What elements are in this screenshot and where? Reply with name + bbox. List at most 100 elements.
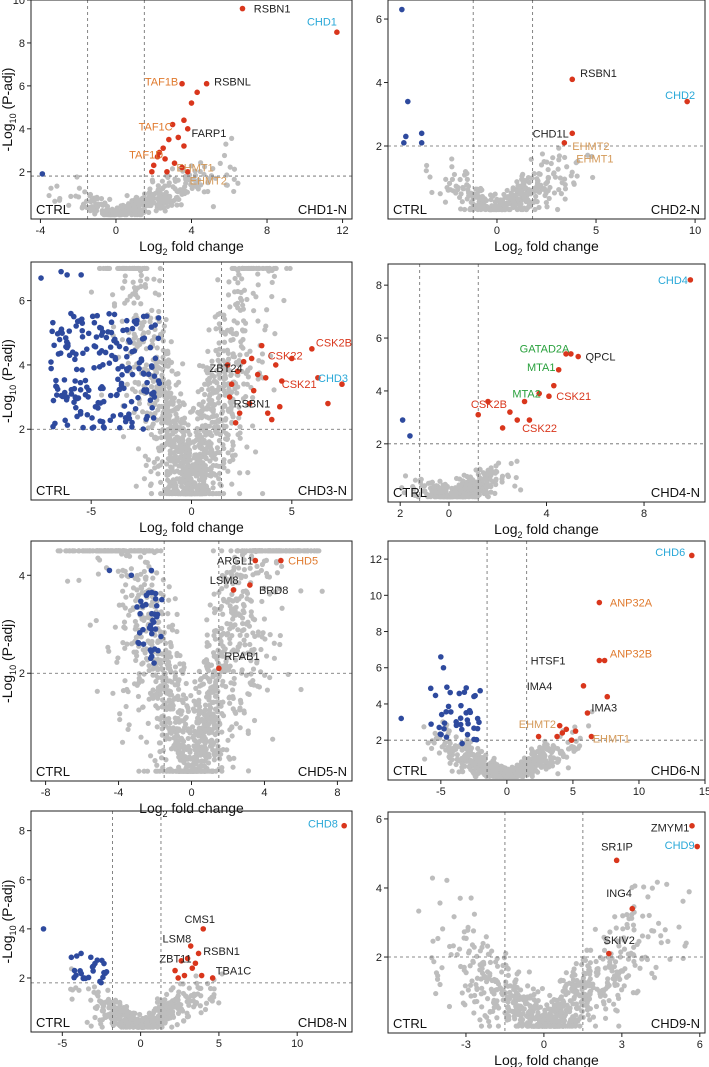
gray-point: [255, 629, 261, 635]
gray-point: [557, 175, 563, 181]
gray-point: [210, 548, 216, 554]
down-point: [148, 626, 155, 632]
gray-point: [150, 575, 156, 581]
gray-point: [172, 176, 178, 182]
up-point: [272, 362, 279, 368]
gray-point: [121, 204, 127, 211]
gray-point: [152, 465, 158, 471]
gray-point: [532, 206, 538, 213]
gray-point: [228, 548, 234, 554]
gray-point: [214, 699, 220, 705]
gray-point: [149, 642, 155, 648]
gray-point: [87, 622, 93, 628]
gray-point: [248, 609, 254, 615]
gray-point: [221, 348, 227, 354]
gray-point: [251, 717, 258, 724]
gray-point: [150, 378, 157, 385]
gray-point: [71, 548, 77, 554]
gray-point: [528, 746, 535, 752]
gray-point: [176, 403, 183, 409]
gray-point: [222, 403, 228, 409]
gray-point: [198, 1010, 204, 1016]
gray-point: [180, 692, 187, 698]
gray-point: [444, 184, 450, 191]
gray-point: [247, 641, 253, 648]
gray-point: [462, 168, 469, 175]
gray-point: [209, 372, 215, 378]
gray-point: [153, 678, 159, 685]
gray-point: [470, 769, 477, 775]
gray-point: [470, 751, 476, 758]
gray-point: [199, 747, 205, 753]
gray-point: [126, 612, 132, 618]
gray-point: [68, 986, 74, 992]
gray-point: [136, 265, 142, 272]
up-point: [171, 160, 178, 166]
gray-point: [214, 656, 220, 663]
gray-point: [167, 678, 173, 684]
gray-point: [204, 690, 211, 696]
down-point: [472, 692, 478, 699]
down-point: [443, 734, 450, 740]
gray-point: [175, 196, 181, 202]
gray-point: [200, 399, 206, 405]
gray-point: [166, 483, 173, 489]
gray-point: [168, 692, 175, 698]
gray-point: [464, 176, 470, 183]
down-point: [64, 394, 70, 400]
gray-point: [120, 265, 126, 272]
gray-point: [545, 166, 551, 173]
gray-point: [117, 711, 123, 717]
y-tick-label: 2: [376, 439, 382, 451]
gray-point: [485, 467, 491, 473]
up-point: [499, 425, 506, 431]
gray-point: [211, 717, 218, 723]
gray-point: [238, 700, 244, 706]
gray-point: [550, 746, 556, 752]
gray-point: [449, 156, 455, 162]
gray-point: [221, 465, 227, 471]
down-point: [64, 272, 70, 278]
gray-point: [250, 290, 256, 296]
gray-point: [88, 206, 95, 213]
down-point: [71, 399, 77, 406]
gray-point: [515, 188, 521, 194]
gray-point: [147, 753, 154, 759]
down-point: [53, 377, 59, 384]
up-point: [546, 393, 552, 400]
gray-point: [137, 278, 144, 284]
up-point: [507, 409, 513, 415]
gray-point: [142, 615, 148, 621]
gray-point: [249, 548, 255, 554]
gray-point: [163, 683, 170, 689]
down-point: [123, 345, 129, 352]
gray-point: [197, 1003, 203, 1009]
gray-point: [184, 768, 191, 774]
x-tick-label: 8: [264, 225, 270, 237]
down-point: [118, 380, 125, 387]
gray-point: [203, 663, 210, 669]
gray-point: [195, 715, 201, 721]
gray-point: [211, 632, 217, 639]
gray-point: [230, 580, 236, 587]
up-point: [325, 400, 331, 407]
gray-point: [172, 719, 179, 725]
gray-point: [589, 709, 595, 715]
gray-point: [211, 591, 217, 597]
gray-point: [99, 1024, 105, 1030]
x-tick-label: 5: [289, 506, 295, 518]
gray-point: [465, 190, 472, 196]
gray-point: [254, 563, 260, 569]
x-tick-label: 0: [446, 508, 452, 520]
down-point: [148, 653, 155, 660]
down-point: [459, 726, 465, 733]
up-point: [289, 355, 295, 362]
down-point: [136, 365, 142, 372]
gray-point: [167, 197, 173, 204]
gray-point: [202, 1006, 209, 1013]
gray-point: [192, 444, 198, 450]
down-point: [49, 328, 55, 335]
gray-point: [123, 582, 129, 588]
gray-point: [142, 575, 148, 581]
gray-point: [225, 654, 232, 660]
